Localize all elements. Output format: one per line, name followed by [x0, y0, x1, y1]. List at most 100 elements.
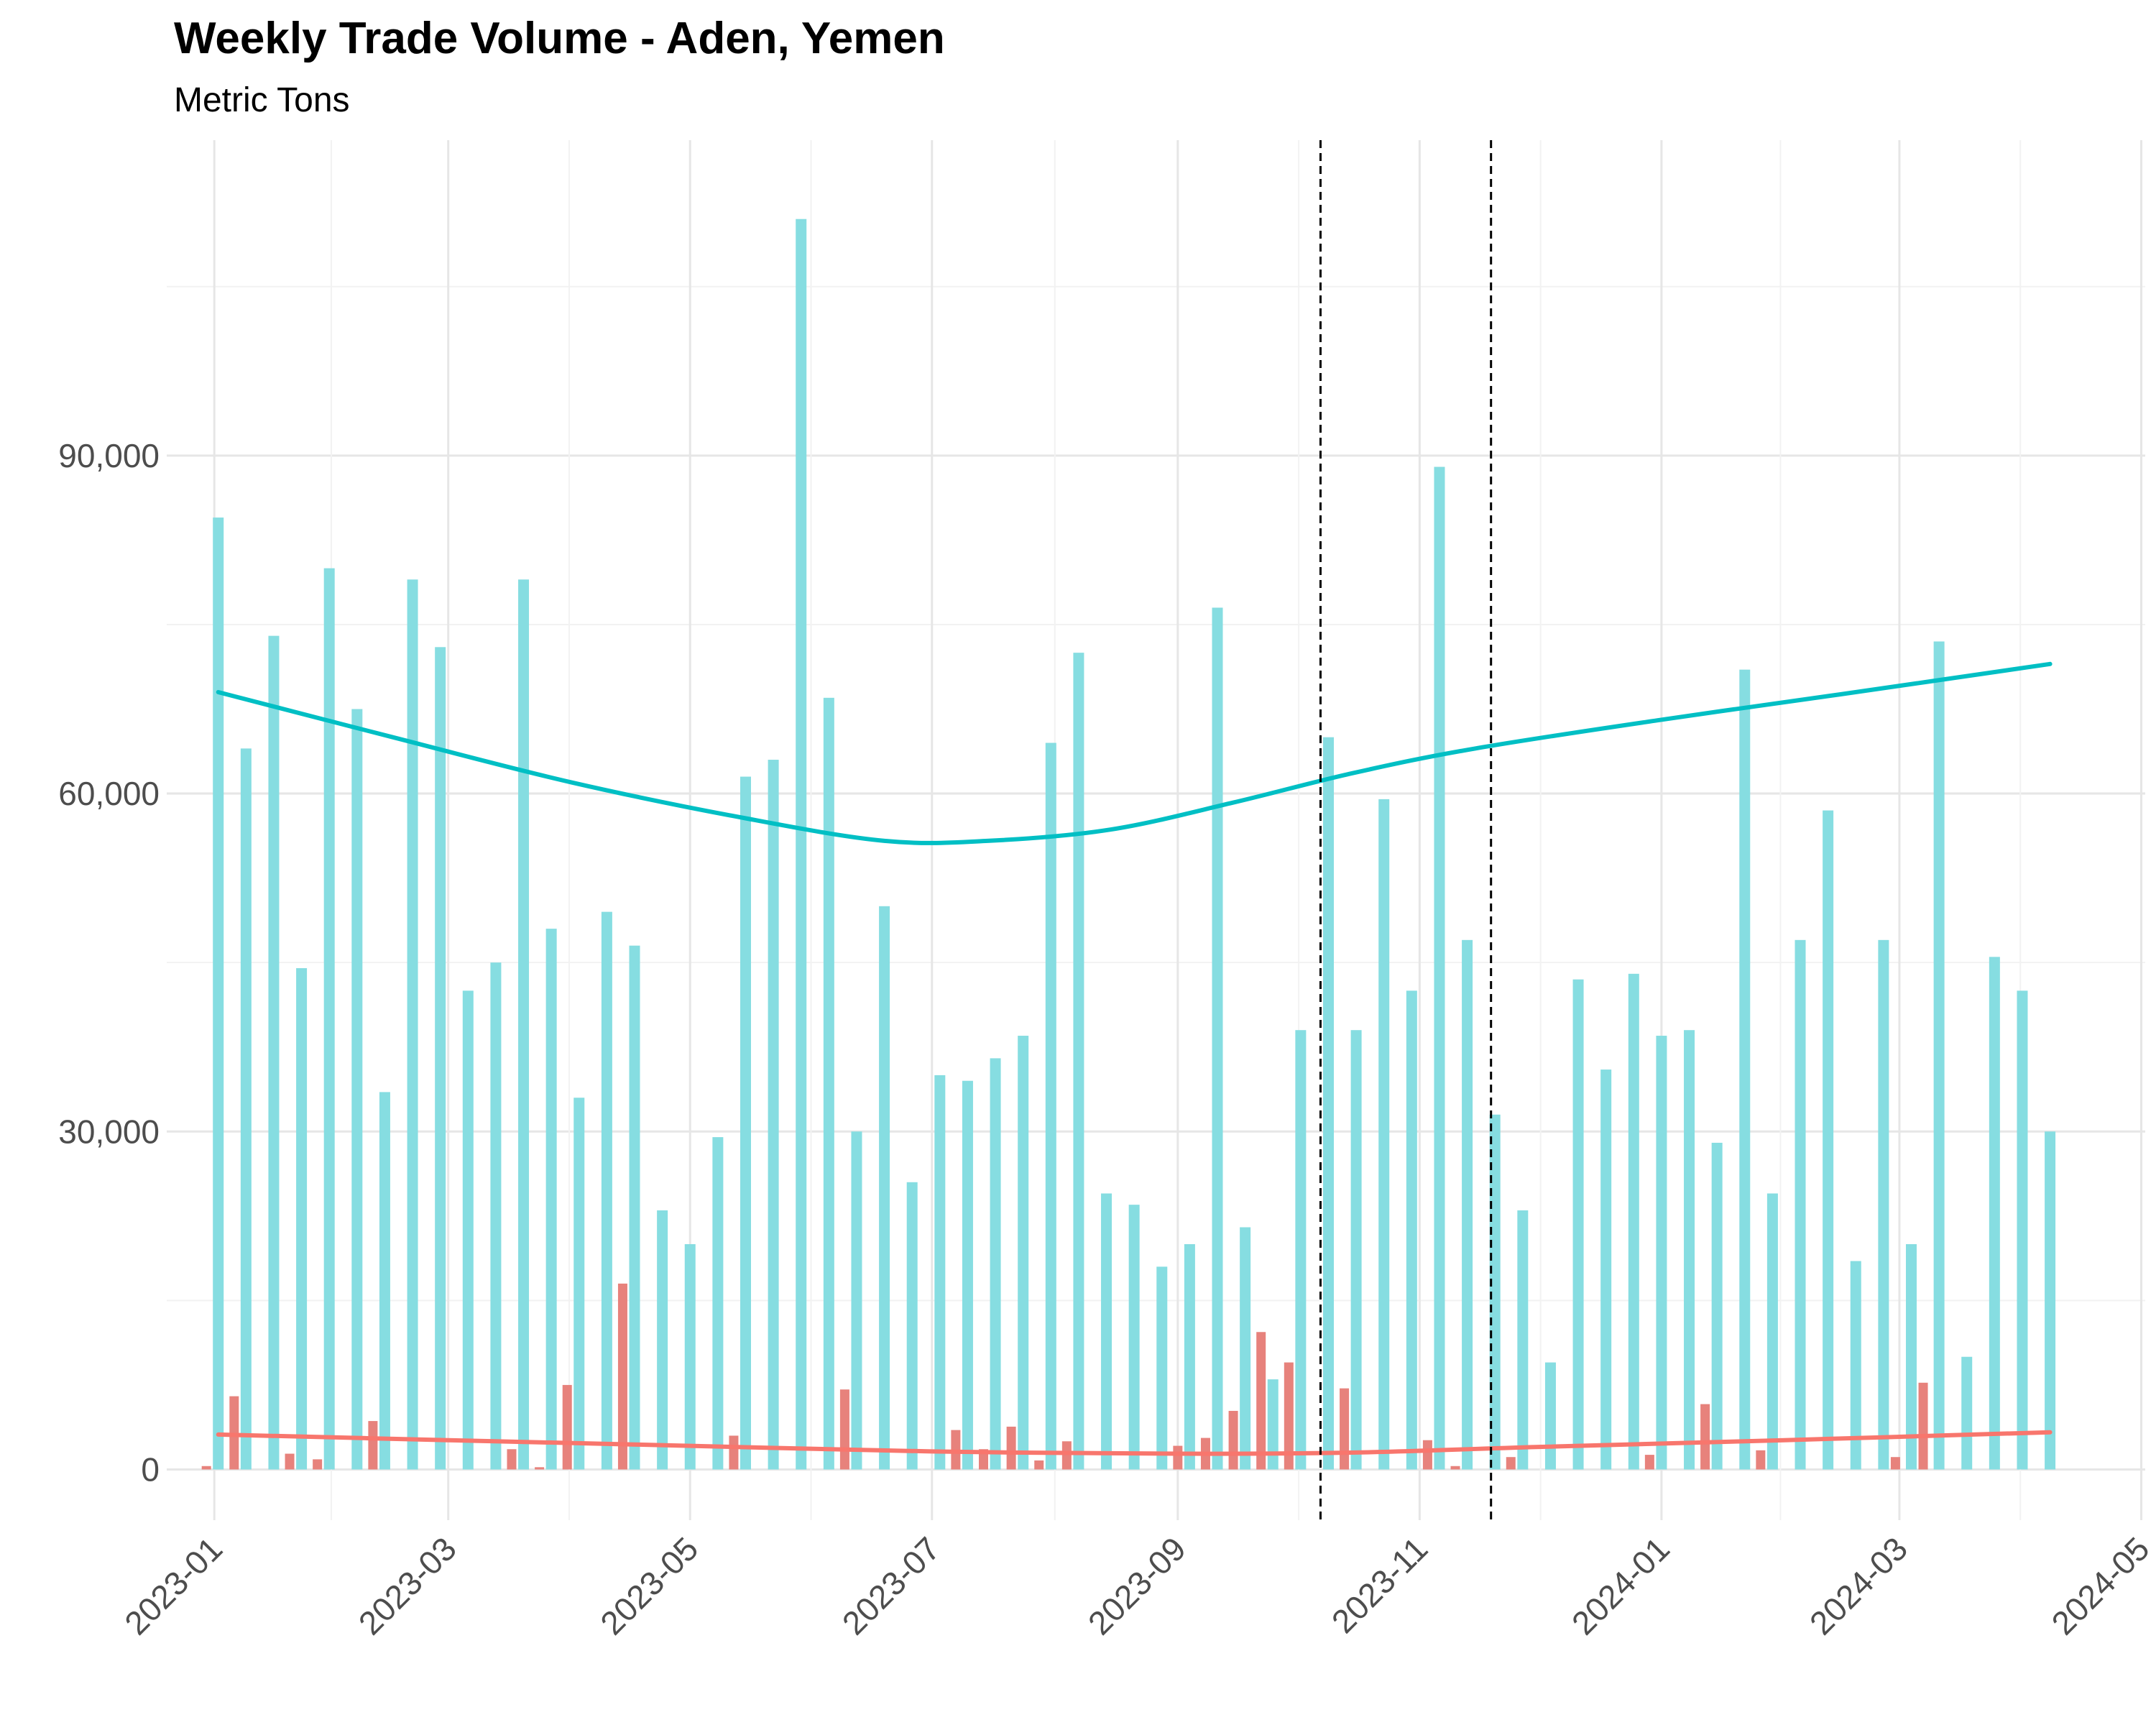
cyan-bar	[851, 1131, 862, 1470]
y-axis-tick-labels: 0 30,000 60,000 90,000	[58, 437, 160, 1489]
cyan-bar	[545, 929, 557, 1470]
cyan-bar	[213, 518, 224, 1470]
cyan-bar	[1656, 1036, 1667, 1470]
red-bar	[1700, 1404, 1710, 1470]
cyan-bar	[1628, 973, 1639, 1470]
cyan-bar	[1184, 1244, 1195, 1470]
cyan-bar	[1350, 1030, 1362, 1470]
red-bar	[1173, 1445, 1183, 1470]
cyan-bar	[1850, 1261, 1861, 1470]
cyan-bar	[962, 1080, 973, 1470]
cyan-bar	[1961, 1356, 1973, 1470]
red-bar	[285, 1453, 295, 1470]
red-bar	[507, 1449, 517, 1470]
cyan-bar	[2045, 1131, 2056, 1470]
cyan-bar	[657, 1210, 668, 1470]
cyan-bar	[1544, 1362, 1556, 1470]
cyan-bar	[1878, 939, 1889, 1470]
y-tick-label: 30,000	[58, 1113, 160, 1150]
cyan-bar	[323, 568, 335, 1470]
cyan-bar	[268, 635, 280, 1470]
chart-subtitle: Metric Tons	[174, 81, 350, 119]
red-bar	[1506, 1457, 1516, 1470]
y-tick-label: 90,000	[58, 437, 160, 474]
cyan-bar	[796, 218, 807, 1470]
cyan-bar	[712, 1137, 724, 1470]
cyan-bar	[435, 647, 446, 1470]
red-bar	[1918, 1382, 1928, 1470]
cyan-bar	[934, 1075, 946, 1470]
red-bar	[1284, 1362, 1294, 1470]
cyan-bar	[684, 1244, 696, 1470]
cyan-bar	[1823, 810, 1834, 1470]
cyan-bar	[1101, 1193, 1112, 1470]
cyan-bar	[1739, 669, 1751, 1470]
cyan-bar	[240, 748, 252, 1470]
x-tick-label: 2023-05	[593, 1530, 705, 1642]
cyan-bar	[879, 906, 890, 1470]
x-tick-label: 2023-01	[117, 1530, 229, 1642]
cyan-bar	[629, 945, 640, 1470]
cyan-bar	[906, 1182, 918, 1470]
cyan-bar	[1600, 1070, 1612, 1470]
red-bar	[1890, 1457, 1900, 1470]
cyan-bar	[462, 990, 474, 1470]
bars-layer	[201, 218, 2056, 1470]
cyan-bar	[1073, 653, 1084, 1470]
cyan-bar	[296, 968, 308, 1470]
cyan-bar	[379, 1092, 390, 1470]
red-bar	[313, 1459, 323, 1470]
red-bar	[1756, 1450, 1766, 1470]
cyan-bar	[1684, 1030, 1695, 1470]
cyan-bar	[1240, 1227, 1251, 1470]
red-bar	[1644, 1455, 1654, 1470]
cyan-bar	[1378, 799, 1390, 1470]
x-tick-label: 2023-07	[835, 1530, 947, 1642]
x-tick-label: 2023-03	[351, 1530, 464, 1642]
red-bar	[729, 1435, 739, 1470]
x-tick-label: 2023-09	[1081, 1530, 1193, 1642]
red-bar	[1450, 1466, 1460, 1470]
x-tick-label: 2023-11	[1325, 1530, 1435, 1640]
cyan-bar	[1212, 607, 1223, 1470]
red-bar	[1228, 1410, 1238, 1470]
cyan-bar	[1711, 1142, 1723, 1470]
cyan-bar	[1434, 466, 1445, 1470]
cyan-bar	[1572, 979, 1584, 1470]
cyan-bar	[351, 709, 363, 1470]
red-bar	[368, 1421, 378, 1470]
x-axis-tick-labels: 2023-01 2023-03 2023-05 2023-07 2023-09 2023-…	[117, 1530, 2156, 1642]
x-tick-label: 2024-05	[2044, 1530, 2156, 1642]
red-bar	[201, 1466, 211, 1470]
red-bar	[1034, 1460, 1044, 1470]
cyan-bar	[1517, 1210, 1529, 1470]
red-bar	[1256, 1332, 1266, 1470]
cyan-bar	[1795, 939, 1806, 1470]
cyan-bar	[490, 962, 502, 1470]
cyan-trend-line	[216, 661, 2053, 845]
cyan-bar	[1905, 1244, 1917, 1470]
cyan-bar	[823, 697, 834, 1470]
red-bar	[1422, 1440, 1432, 1470]
cyan-bar	[1462, 939, 1473, 1470]
cyan-bar	[573, 1098, 585, 1470]
cyan-bar	[1989, 957, 2000, 1470]
cyan-bar	[1156, 1266, 1168, 1470]
red-bar	[1006, 1426, 1016, 1470]
cyan-bar	[2017, 990, 2028, 1470]
red-trend-line	[216, 1430, 2053, 1456]
cyan-bar	[1406, 990, 1417, 1470]
cyan-bar	[1766, 1193, 1778, 1470]
red-bar	[617, 1283, 627, 1470]
cyan-bar	[407, 579, 418, 1470]
cyan-bar	[1018, 1036, 1029, 1470]
red-bar	[562, 1384, 572, 1470]
red-bar	[1061, 1441, 1072, 1470]
y-tick-label: 60,000	[58, 775, 160, 812]
chart-title: Weekly Trade Volume - Aden, Yemen	[174, 14, 945, 63]
vertical-markers-layer	[1319, 140, 1493, 1520]
x-tick-label: 2024-03	[1802, 1530, 1915, 1642]
trend-lines-layer	[216, 661, 2053, 1456]
cyan-bar	[518, 579, 530, 1470]
